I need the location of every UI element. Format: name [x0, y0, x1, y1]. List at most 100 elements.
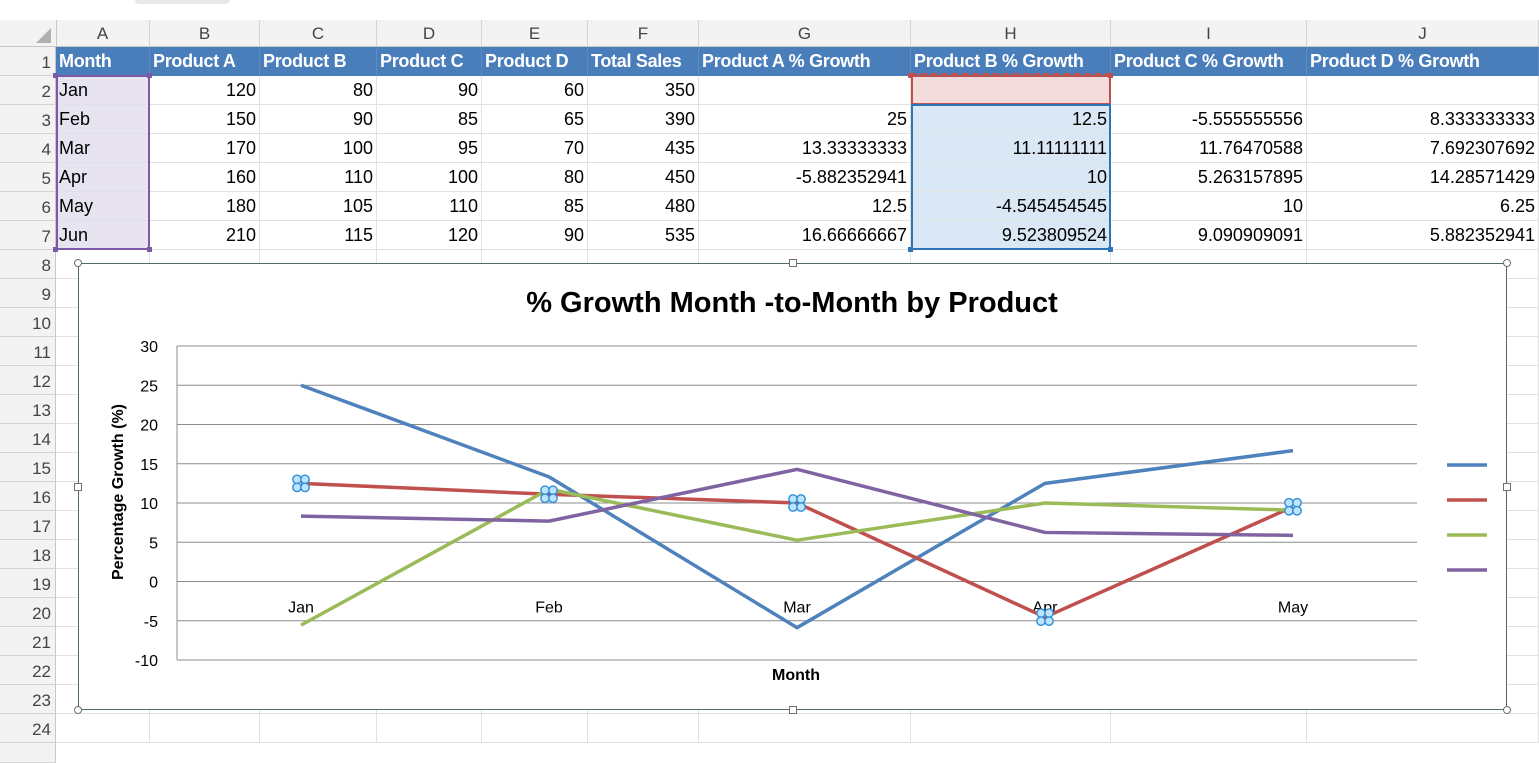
header-cell-d[interactable]: Product C: [377, 47, 482, 76]
data-cell-c4[interactable]: 100: [260, 134, 377, 163]
resize-handle-top-left[interactable]: [74, 259, 82, 267]
resize-handle-bottom-left[interactable]: [74, 706, 82, 714]
series-line-3[interactable]: [300, 487, 1294, 627]
selection-marker[interactable]: [1284, 497, 1302, 516]
header-cell-a[interactable]: Month: [56, 47, 150, 76]
row-header-14[interactable]: 14: [0, 424, 56, 453]
data-cell-c2[interactable]: 80: [260, 76, 377, 105]
data-cell-a3[interactable]: Feb: [56, 105, 150, 134]
header-cell-b[interactable]: Product A: [150, 47, 260, 76]
row-header-18[interactable]: 18: [0, 540, 56, 569]
data-cell-h5[interactable]: 10: [911, 163, 1111, 192]
row-header-21[interactable]: 21: [0, 627, 56, 656]
column-header-b[interactable]: B: [150, 20, 260, 46]
data-cell-h7[interactable]: 9.523809524: [911, 221, 1111, 250]
data-cell-j3[interactable]: 8.333333333: [1307, 105, 1539, 134]
data-cell-d5[interactable]: 100: [377, 163, 482, 192]
row-header-9[interactable]: 9: [0, 279, 56, 308]
empty-cell[interactable]: [482, 714, 588, 743]
range-handle[interactable]: [1108, 73, 1113, 78]
data-cell-b3[interactable]: 150: [150, 105, 260, 134]
data-cell-b7[interactable]: 210: [150, 221, 260, 250]
data-cell-i6[interactable]: 10: [1111, 192, 1307, 221]
column-header-d[interactable]: D: [377, 20, 482, 46]
data-cell-h6[interactable]: -4.545454545: [911, 192, 1111, 221]
data-cell-g2[interactable]: [699, 76, 911, 105]
data-cell-g7[interactable]: 16.66666667: [699, 221, 911, 250]
empty-cell[interactable]: [588, 714, 699, 743]
data-cell-e6[interactable]: 85: [482, 192, 588, 221]
data-cell-d4[interactable]: 95: [377, 134, 482, 163]
row-header-11[interactable]: 11: [0, 337, 56, 366]
data-cell-a2[interactable]: Jan: [56, 76, 150, 105]
resize-handle-right[interactable]: [1503, 483, 1511, 491]
data-cell-j5[interactable]: 14.28571429: [1307, 163, 1539, 192]
range-handle[interactable]: [147, 247, 152, 252]
empty-cell[interactable]: [260, 714, 377, 743]
empty-cell[interactable]: [699, 714, 911, 743]
range-handle[interactable]: [908, 73, 913, 78]
row-header-16[interactable]: 16: [0, 482, 56, 511]
resize-handle-bottom[interactable]: [789, 706, 797, 714]
data-cell-b5[interactable]: 160: [150, 163, 260, 192]
header-cell-e[interactable]: Product D: [482, 47, 588, 76]
row-header-4[interactable]: 4: [0, 134, 56, 163]
column-header-h[interactable]: H: [911, 20, 1111, 46]
data-cell-c6[interactable]: 105: [260, 192, 377, 221]
header-cell-g[interactable]: Product A % Growth: [699, 47, 911, 76]
data-cell-f3[interactable]: 390: [588, 105, 699, 134]
data-cell-d7[interactable]: 120: [377, 221, 482, 250]
data-cell-f6[interactable]: 480: [588, 192, 699, 221]
selection-marker[interactable]: [788, 494, 806, 512]
data-cell-e3[interactable]: 65: [482, 105, 588, 134]
data-cell-f4[interactable]: 435: [588, 134, 699, 163]
data-cell-h3[interactable]: 12.5: [911, 105, 1111, 134]
data-cell-b6[interactable]: 180: [150, 192, 260, 221]
series-line-2[interactable]: [300, 481, 1294, 619]
data-cell-f2[interactable]: 350: [588, 76, 699, 105]
data-cell-d2[interactable]: 90: [377, 76, 482, 105]
resize-handle-bottom-right[interactable]: [1503, 706, 1511, 714]
header-cell-f[interactable]: Total Sales: [588, 47, 699, 76]
range-handle[interactable]: [53, 247, 58, 252]
column-header-j[interactable]: J: [1307, 20, 1539, 46]
data-cell-i4[interactable]: 11.76470588: [1111, 134, 1307, 163]
row-header-17[interactable]: 17: [0, 511, 56, 540]
row-header-20[interactable]: 20: [0, 598, 56, 627]
range-handle[interactable]: [908, 247, 913, 252]
data-cell-c5[interactable]: 110: [260, 163, 377, 192]
header-cell-j[interactable]: Product D % Growth: [1307, 47, 1539, 76]
data-cell-e5[interactable]: 80: [482, 163, 588, 192]
data-cell-a4[interactable]: Mar: [56, 134, 150, 163]
empty-cell[interactable]: [377, 714, 482, 743]
row-header-1[interactable]: 1: [0, 47, 56, 76]
data-cell-e7[interactable]: 90: [482, 221, 588, 250]
row-header-15[interactable]: 15: [0, 453, 56, 482]
resize-handle-top[interactable]: [789, 259, 797, 267]
header-cell-h[interactable]: Product B % Growth: [911, 47, 1111, 76]
row-header-13[interactable]: 13: [0, 395, 56, 424]
row-header-23[interactable]: 23: [0, 685, 56, 714]
column-header-c[interactable]: C: [260, 20, 377, 46]
row-header-7[interactable]: 7: [0, 221, 56, 250]
data-cell-g3[interactable]: 25: [699, 105, 911, 134]
data-cell-g6[interactable]: 12.5: [699, 192, 911, 221]
header-cell-i[interactable]: Product C % Growth: [1111, 47, 1307, 76]
data-cell-d6[interactable]: 110: [377, 192, 482, 221]
data-cell-g4[interactable]: 13.33333333: [699, 134, 911, 163]
data-cell-a7[interactable]: Jun: [56, 221, 150, 250]
range-handle[interactable]: [1108, 247, 1113, 252]
data-cell-j4[interactable]: 7.692307692: [1307, 134, 1539, 163]
row-header-10[interactable]: 10: [0, 308, 56, 337]
header-cell-c[interactable]: Product B: [260, 47, 377, 76]
data-cell-a6[interactable]: May: [56, 192, 150, 221]
empty-cell[interactable]: [56, 714, 150, 743]
series-line-4[interactable]: [300, 467, 1294, 538]
selection-marker[interactable]: [1036, 608, 1054, 627]
column-header-g[interactable]: G: [699, 20, 911, 46]
empty-cell[interactable]: [911, 714, 1111, 743]
selection-marker[interactable]: [540, 485, 558, 504]
row-header-8[interactable]: 8: [0, 250, 56, 279]
empty-cell[interactable]: [150, 714, 260, 743]
data-cell-b2[interactable]: 120: [150, 76, 260, 105]
